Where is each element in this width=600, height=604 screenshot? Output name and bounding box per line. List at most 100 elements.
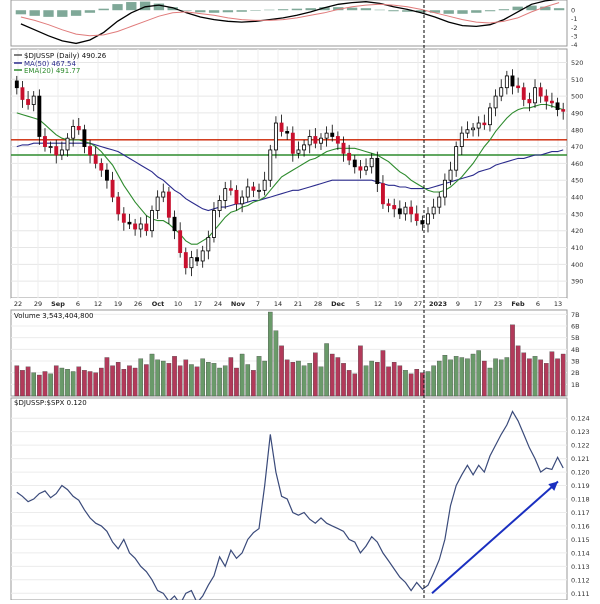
top-y-tick-label: -1: [571, 15, 577, 23]
volume-bar: [521, 352, 527, 397]
candle-body: [302, 144, 307, 151]
histogram-bar: [15, 10, 27, 15]
candle-body: [431, 206, 436, 215]
candle-body: [189, 257, 194, 269]
volume-bar: [149, 353, 155, 397]
volume-bar: [431, 365, 436, 397]
ratio-y-tick-label: 0.116: [571, 522, 590, 530]
volume-bar: [307, 363, 313, 397]
volume-bar: [301, 365, 307, 397]
candle-body: [448, 169, 453, 181]
ratio-y-tick-label: 0.119: [571, 482, 590, 490]
volume-bar: [391, 362, 397, 397]
candle-body: [245, 186, 250, 198]
histogram-bar: [443, 10, 454, 14]
volume-bar: [82, 370, 87, 397]
x-tick-label: 28: [314, 300, 322, 308]
x-tick-label: 5: [356, 300, 360, 308]
histogram-bar: [264, 9, 275, 11]
histogram-bar: [498, 9, 510, 11]
candle-body: [31, 95, 36, 105]
candle-body: [110, 179, 115, 198]
volume-bar: [436, 360, 442, 397]
volume-bar: [375, 362, 380, 397]
candle-body: [48, 146, 53, 148]
volume-bar: [177, 365, 183, 397]
histogram-bar: [181, 10, 192, 11]
ratio-y-tick-label: 0.120: [571, 469, 590, 477]
volume-bar: [172, 356, 177, 397]
ratio-y-tick-label: 0.115: [571, 536, 590, 544]
x-tick-label: 26: [134, 300, 142, 308]
ratio-legend: $DJUSSP:$SPX 0.120: [14, 399, 87, 407]
top-y-tick-label: -3: [571, 32, 577, 40]
ratio-y-tick-label: 0.117: [571, 509, 590, 517]
volume-bar: [273, 330, 279, 397]
candle-body: [386, 203, 391, 206]
histogram-bar: [388, 10, 399, 12]
candle-body: [200, 250, 205, 262]
x-tick-label: 21: [294, 300, 302, 308]
price-y-tick-label: 460: [571, 160, 583, 168]
histogram-bar: [512, 6, 523, 11]
candle-body: [183, 252, 188, 269]
histogram-bar: [374, 9, 385, 11]
ratio-y-tick-label: 0.123: [571, 428, 590, 436]
candle-body: [549, 100, 554, 104]
price-y-tick-label: 430: [571, 210, 583, 218]
candle-body: [76, 125, 81, 131]
volume-bar: [228, 357, 234, 397]
price-y-tick-label: 470: [571, 143, 583, 151]
indicator-signal-line: [20, 2, 560, 37]
candle-body: [82, 129, 87, 147]
candle-body: [442, 179, 447, 198]
volume-bar: [290, 362, 296, 397]
x-axis-strip: [11, 298, 567, 308]
legend-symbol: $DJUSSP (Daily) 490.26: [24, 52, 107, 60]
volume-bar: [482, 360, 487, 397]
candle-body: [392, 205, 397, 210]
candle-body: [504, 75, 509, 89]
candle-body: [195, 257, 200, 262]
x-tick-label: 22: [14, 300, 22, 308]
candle-body: [409, 206, 414, 215]
candle-body: [20, 87, 25, 100]
volume-bar: [414, 369, 420, 397]
volume-y-tick-label: 1B: [571, 381, 580, 389]
indicator-line: [20, 0, 558, 45]
ratio-y-tick-label: 0.118: [571, 496, 590, 504]
candle-body: [538, 87, 543, 97]
volume-bar: [160, 360, 166, 397]
volume-bar: [442, 355, 448, 397]
price-y-tick-label: 490: [571, 109, 583, 117]
volume-bar: [363, 365, 369, 397]
volume-bar: [403, 370, 408, 397]
histogram-bar: [195, 10, 206, 13]
candle-body: [150, 210, 154, 232]
top-y-tick-label: -2: [571, 24, 577, 32]
x-tick-label: Feb: [511, 300, 525, 308]
histogram-bar: [112, 4, 123, 11]
candle-body: [155, 196, 160, 211]
candle-body: [172, 216, 177, 232]
x-tick-label: 2023: [429, 300, 447, 308]
volume-bar: [234, 367, 239, 397]
histogram-bar: [208, 10, 220, 13]
histogram-bar: [305, 8, 316, 11]
volume-bar: [194, 366, 200, 397]
volume-bar: [245, 364, 251, 397]
legend-ma50: MA(50) 467.54: [24, 60, 76, 68]
candle-body: [217, 200, 222, 211]
volume-bar: [346, 370, 352, 397]
volume-bar: [476, 350, 481, 397]
candle-body: [14, 80, 19, 89]
candle-body: [397, 208, 402, 215]
volume-bar: [65, 369, 70, 397]
volume-y-tick-label: 2B: [571, 369, 580, 377]
candle-body: [71, 125, 76, 139]
x-tick-label: 17: [194, 300, 202, 308]
candle-body: [273, 122, 278, 151]
volume-bar: [104, 357, 110, 397]
candle-body: [459, 132, 464, 147]
histogram-bar: [153, 3, 165, 11]
